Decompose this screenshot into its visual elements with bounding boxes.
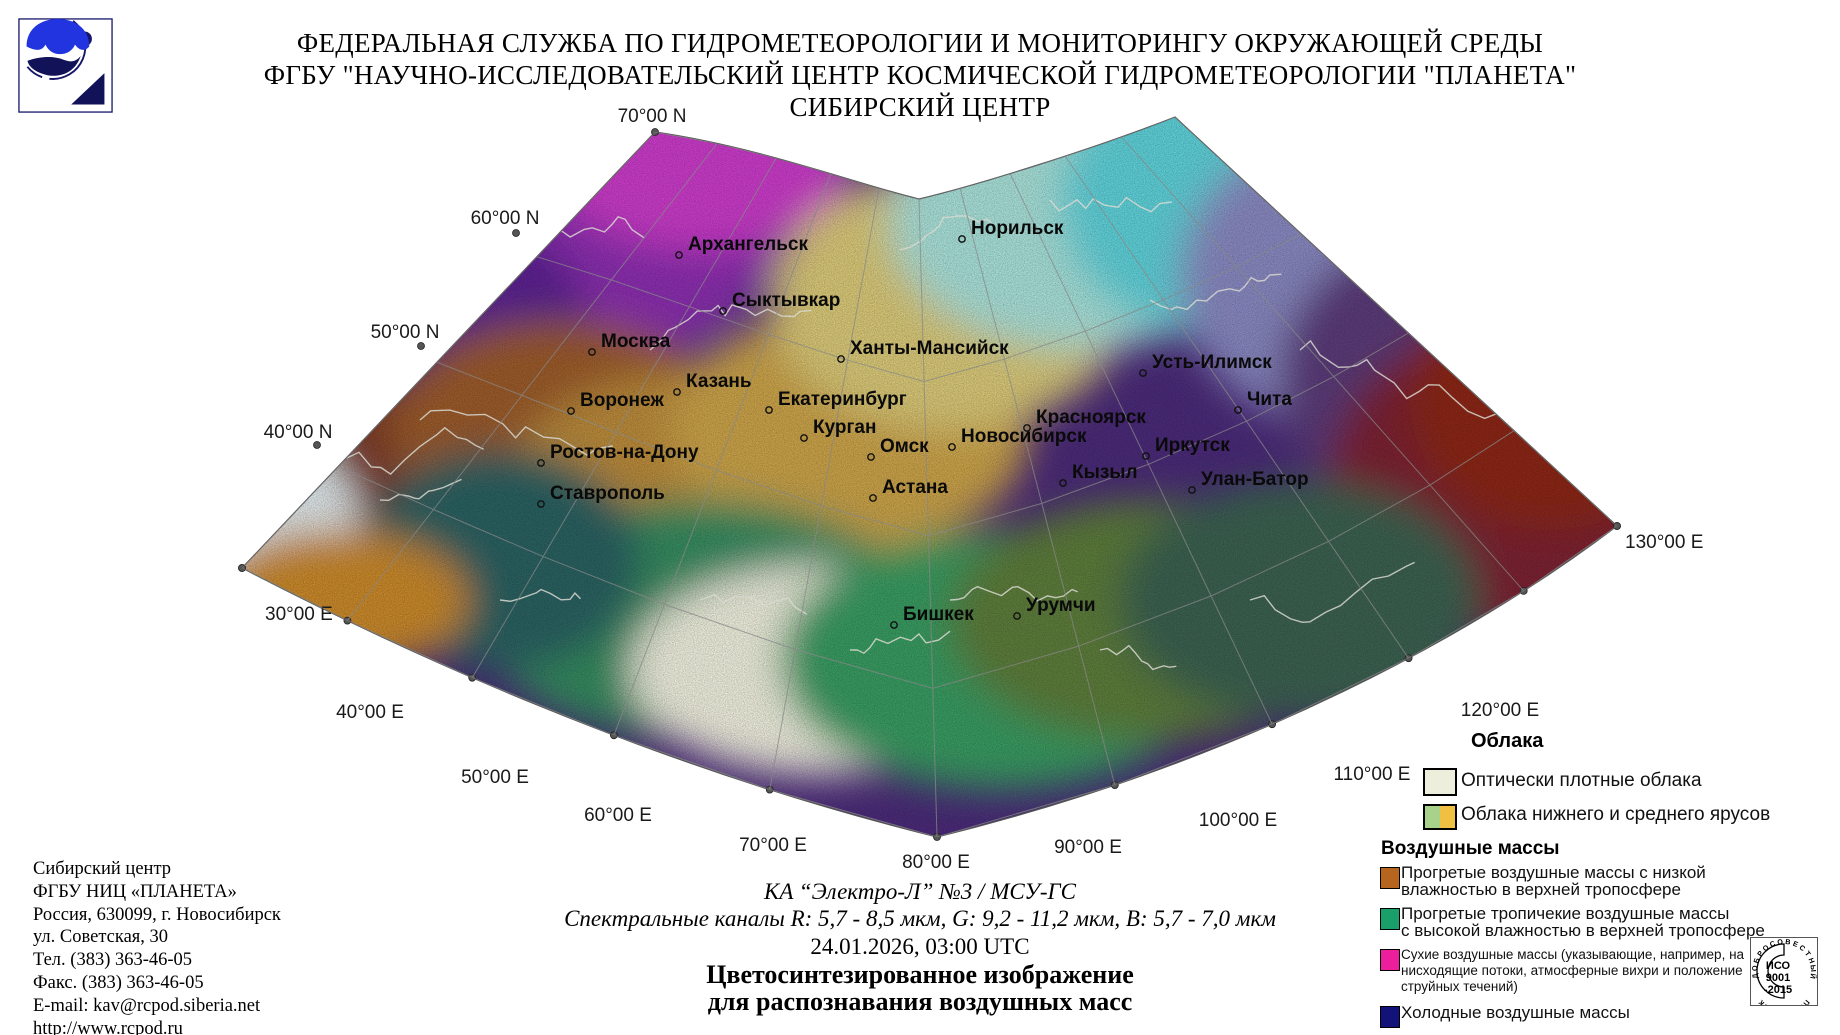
- svg-text:К: К: [1756, 998, 1766, 1005]
- svg-text:Д: Д: [1751, 973, 1760, 980]
- svg-text:ИСО: ИСО: [1766, 960, 1791, 972]
- svg-text:О: О: [1777, 938, 1784, 947]
- svg-text:Н: Н: [1806, 957, 1816, 965]
- svg-text:9001: 9001: [1766, 972, 1790, 984]
- svg-text:-2015: -2015: [1764, 984, 1792, 996]
- svg-text:Й: Й: [1808, 973, 1817, 980]
- svg-text:Ы: Ы: [1809, 964, 1817, 972]
- svg-text:В: В: [1785, 938, 1791, 947]
